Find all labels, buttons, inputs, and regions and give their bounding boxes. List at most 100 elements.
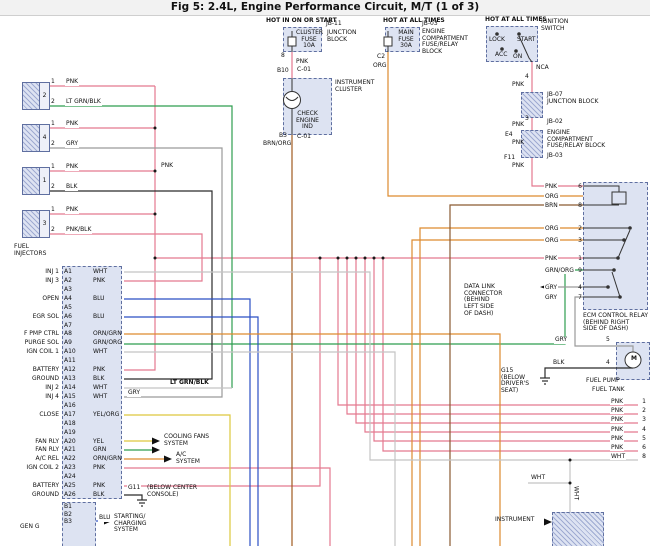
relay-pin-number: 2 [578,225,582,232]
ecm-b-pin-row: B1 [2,502,102,510]
ecm-wire-color: PNK [93,276,106,284]
ecm-pin-row: INJ 2 A14 WHT [2,383,142,392]
ecm-pin-row: EGR SOL A6 BLU [2,312,142,321]
ign-pos-lock: LOCK [489,36,505,43]
cooling-fans-arrow2-icon [152,446,160,454]
right-wire-color: PNK [610,434,625,442]
injector-number: 4 [39,125,49,151]
ecm-pin-row: INJ 3 A2 PNK [2,276,142,285]
relay-wire-color: ORG [544,237,560,244]
ecm-signal-label: INJ 1 [45,268,59,275]
g11-location-label: (BELOW CENTER CONSOLE) [147,484,198,498]
ecm-signal-label: FAN RLY [35,437,59,445]
fuel-tank-label: FUEL TANK [592,386,625,393]
injector-connector: 1 1 PNK 2 BLK [20,159,150,201]
ecm-pin-label: A16 [64,401,76,409]
ecm-pin-label: A8 [64,330,72,338]
ecm-pin-label: A21 [64,446,76,454]
cluster-fuse-name: CLUSTER FUSE 10A [296,29,324,50]
component-symbols [283,31,642,369]
wire-org-label: ORG [373,62,387,69]
ign-wire4: PNK [512,162,525,169]
injector-number: 1 [39,168,49,194]
ign-wire3: PNK [512,139,525,146]
right-connector-row: WHT 8 [600,453,646,462]
relay-wire-color: GRY [544,284,559,291]
relay-pin-number: 1 [578,255,582,262]
pump-wire4-label: BLK [552,359,566,367]
ecm-pin-row: A/C REL A22 ORN/GRN [2,454,142,463]
instrument-bottom-box [552,512,604,546]
ecm-pin-label: A3 [64,285,72,293]
ecm-signal-label: INJ 2 [45,383,59,391]
ecm-pin-label: A25 [64,482,76,490]
relay-pin-row: ORG [544,193,582,200]
ecm-connector-a-box [62,266,122,499]
fuse-relay-block-box [521,130,543,158]
ecm-pin-row: GROUND A26 BLK [2,490,142,499]
ecm-b-pin-label: B2 [64,510,72,518]
injector-pin2: 2 [51,183,55,190]
right-connector-row: PNK 1 [600,398,646,407]
ecm-pin-row: IGN COIL 1 A10 WHT [2,347,142,356]
relay-pin-row: GRY 4 [544,284,582,291]
ecm-wire-color: BLU [93,294,105,302]
right-pin-number: 5 [642,434,646,442]
instrument-arrow-icon [544,518,552,526]
ecm-signal-label: INJ 4 [45,392,59,400]
right-connector-row: PNK 3 [600,416,646,425]
ecm-b-pin-label: B1 [64,503,72,510]
ecm-signal-label: CLOSE [39,410,59,418]
ecm-connector-a-rows: INJ 1 A1 WHT INJ 3 A2 PNK A3 OPEN A4 BLU… [2,267,142,499]
ecm-pin-row: A18 [2,419,142,428]
ecm-wire-color: YEL [93,437,104,445]
injector-pin2: 2 [51,140,55,147]
ign-pin3: 3 [525,115,529,122]
ecm-wire-color: BLK [93,375,105,383]
wht-horizontal-label: WHT [530,474,547,482]
jb02-ref: JB-02 [547,118,563,125]
cooling-fans-label: COOLING FANS SYSTEM [164,433,210,447]
right-connector-row: PNK 2 [600,407,646,416]
main-fuse-pin-c2: C2 [377,53,386,60]
ecm-signal-label: GROUND [31,491,59,499]
relay-pin-number: 3 [578,237,582,244]
ecm-pin-label: A22 [64,455,76,463]
wire-brnorg-label: BRN/ORG [263,140,292,147]
ecm-wire-color: WHT [93,383,108,391]
injector-connector: 3 1 PNK 2 PNK/BLK [20,202,150,244]
ecm-pin-label: A18 [64,419,76,427]
ecm-pin-row: GROUND A13 BLK [2,374,142,383]
figure-title: Fig 5: 2.4L, Engine Performance Circuit,… [0,0,650,16]
injector-connector-box: 1 [22,167,50,195]
junction-block2-label: JUNCTION BLOCK [547,98,599,105]
ecm-wire-color: WHT [93,392,108,400]
fuel-pump-motor-icon [624,351,642,369]
injector-connector: 4 1 PNK 2 GRY [20,116,150,158]
cluster-fuse-wire: PNK [296,58,309,65]
relay-wire-color: PNK [544,255,559,262]
main-fuse-name: MAIN FUSE 30A [398,29,414,50]
relay-pin-row: PNK 6 [544,183,582,190]
ecm-wire-color: PNK [93,464,106,472]
ecm-pin-label: A20 [64,437,76,445]
ecm-signal-label: F PMP CTRL [23,330,59,338]
ecm-pin-row: OPEN A4 BLU [2,294,142,303]
pump-pin4: 4 [606,359,610,366]
relay-wire-color: ORG [544,193,560,200]
ecm-pin-label: A23 [64,464,76,472]
right-wire-color: PNK [610,425,625,433]
injector-wire1: PNK [65,78,80,86]
ecm-pin-row: INJ 1 A1 WHT [2,267,142,276]
conn-b10: B10 [277,67,289,74]
pump-pin5: 5 [606,336,610,343]
right-wire-color: PNK [610,398,625,405]
injector-connector: 2 1 PNK 2 LT GRN/BLK [20,74,150,116]
ecm-signal-label: IGN COIL 1 [26,348,59,356]
splice-a14-label: LT GRN/BLK [169,379,210,387]
starting-charging-label: STARTING/ CHARGING SYSTEM [114,513,147,534]
ecm-pin-label: A2 [64,276,72,284]
f11-pin: F11 [504,154,516,161]
injector-connector-box: 2 [22,82,50,110]
ecm-wire-color: PNK [93,482,106,490]
